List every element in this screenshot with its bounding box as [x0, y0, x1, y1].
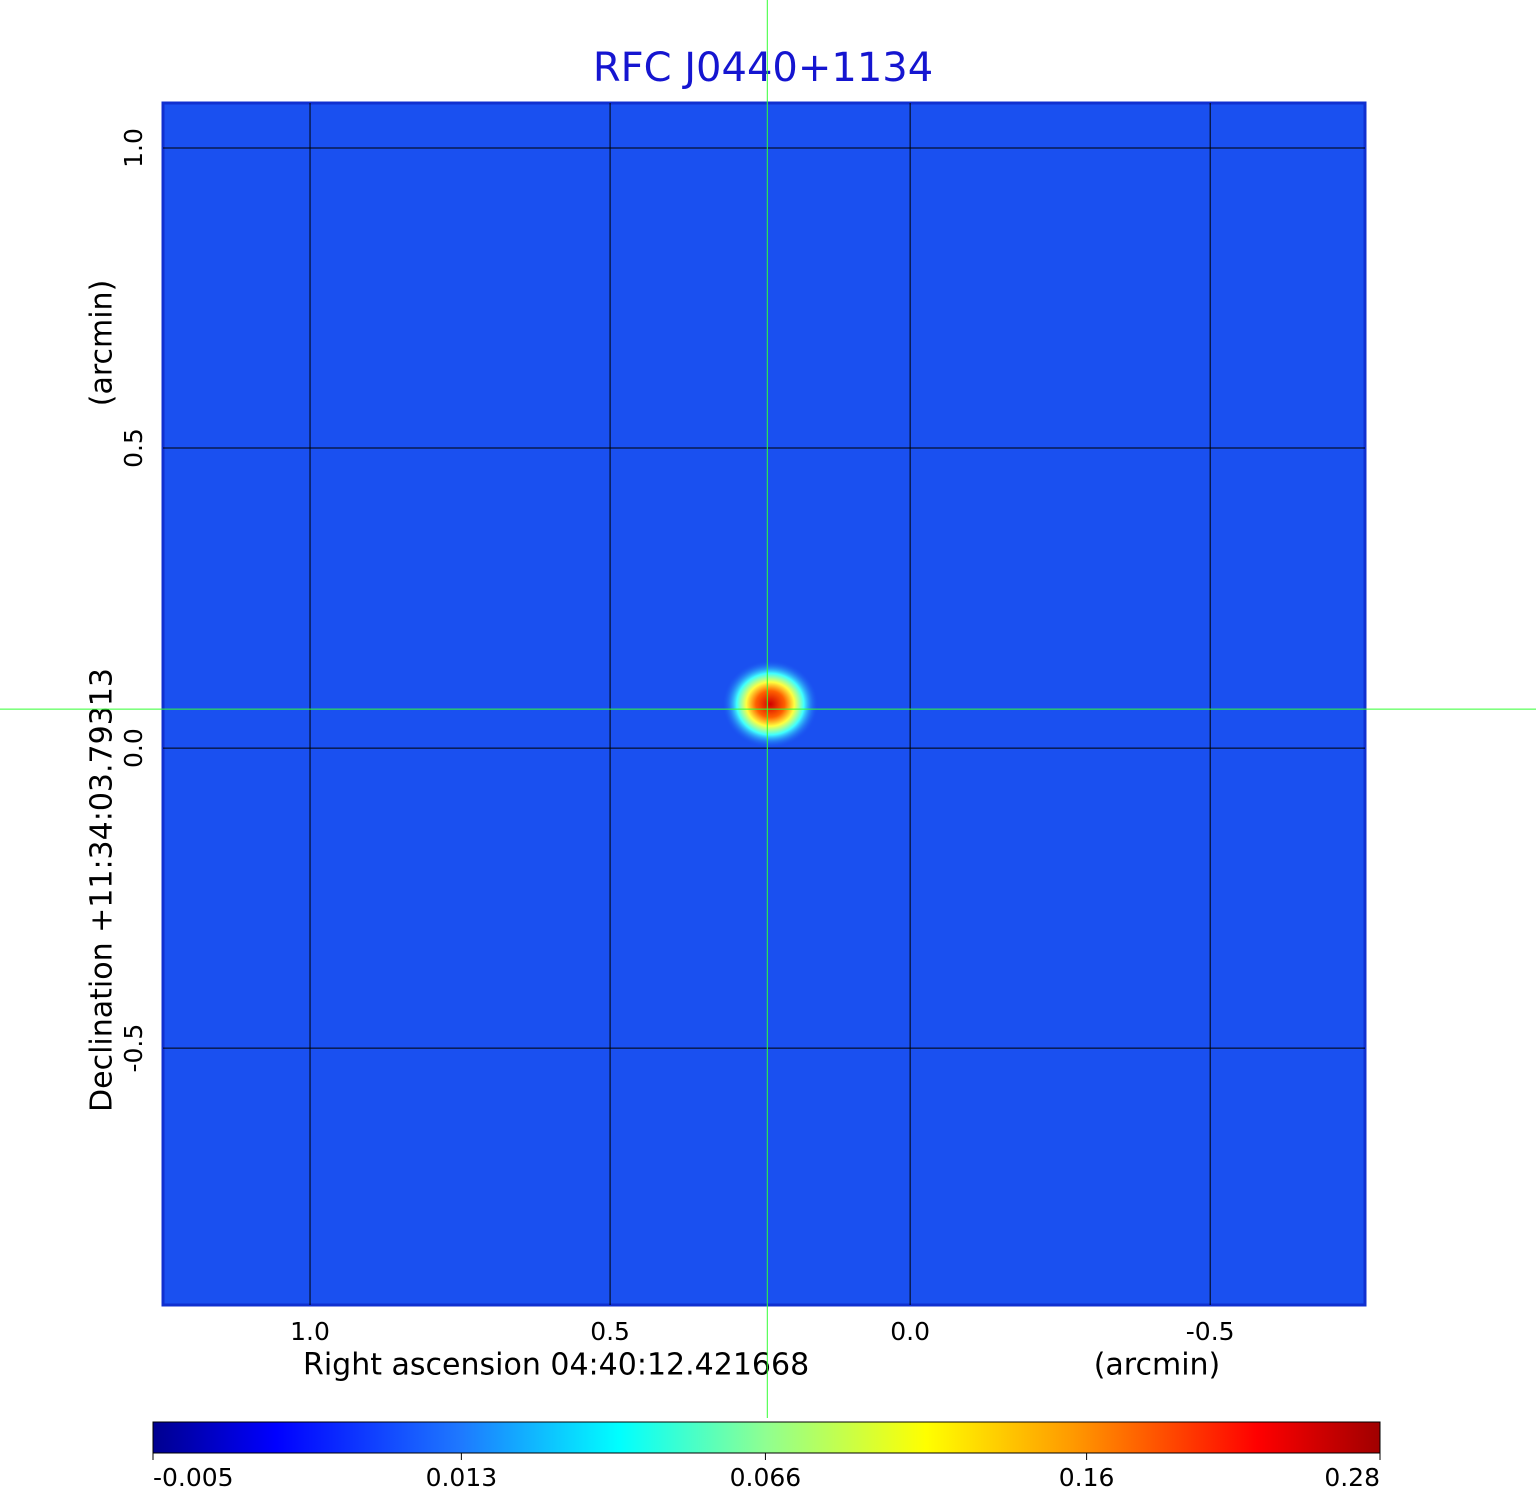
colorbar-tick-label: 0.16 — [1059, 1463, 1115, 1492]
x-axis-label: Right ascension 04:40:12.421668 — [303, 1348, 809, 1383]
x-tick-label: 0.5 — [590, 1317, 630, 1346]
y-tick-label: 0.5 — [119, 428, 148, 468]
x-axis-unit: (arcmin) — [1094, 1348, 1221, 1383]
colorbar-tick-label: 0.013 — [426, 1463, 498, 1492]
colorbar — [152, 1421, 1381, 1454]
colorbar-tick-label: 0.28 — [1324, 1463, 1380, 1492]
source — [722, 660, 819, 749]
x-tick-label: 1.0 — [290, 1317, 330, 1346]
chart-title: RFC J0440+1134 — [593, 45, 933, 91]
y-axis-unit: (arcmin) — [85, 280, 120, 407]
colorbar-tick-label: 0.066 — [730, 1463, 802, 1492]
y-tick-label: -0.5 — [119, 1024, 148, 1073]
x-tick-label: 0.0 — [890, 1317, 930, 1346]
y-tick-label: 1.0 — [119, 128, 148, 168]
colorbar-tick-label: -0.005 — [153, 1463, 234, 1492]
y-axis-label: Declination +11:34:03.79313 — [85, 668, 120, 1112]
x-tick-label: -0.5 — [1186, 1317, 1235, 1346]
y-tick-label: 0.0 — [119, 728, 148, 768]
